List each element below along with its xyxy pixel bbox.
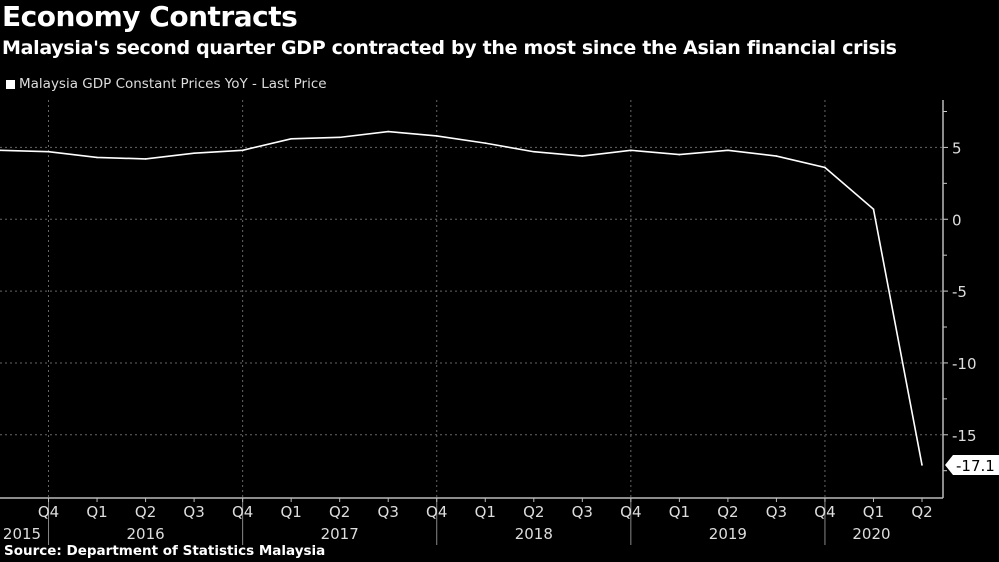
year-label: 2019 bbox=[709, 525, 747, 543]
y-tick-label: -10 bbox=[952, 355, 977, 373]
y-tick-label: -5 bbox=[952, 283, 967, 301]
year-label: 2015 bbox=[3, 525, 41, 543]
last-value-marker bbox=[945, 454, 999, 475]
x-tick-label: Q1 bbox=[863, 503, 884, 521]
x-tick-label: Q4 bbox=[814, 503, 835, 521]
legend-label: Malaysia GDP Constant Prices YoY - Last … bbox=[19, 76, 327, 92]
data-point bbox=[872, 208, 875, 210]
x-tick-label: Q2 bbox=[135, 503, 156, 521]
chart-title: Economy Contracts bbox=[2, 0, 298, 33]
data-point bbox=[96, 156, 98, 159]
y-tick-label: -15 bbox=[952, 427, 977, 445]
x-tick-label: Q3 bbox=[766, 503, 787, 521]
year-label: 2017 bbox=[321, 525, 359, 543]
data-point bbox=[775, 155, 778, 157]
data-point bbox=[193, 152, 195, 154]
data-point bbox=[484, 142, 487, 144]
x-tick-label: Q2 bbox=[717, 503, 738, 521]
data-point bbox=[581, 155, 584, 157]
x-tick-label: Q4 bbox=[620, 503, 641, 521]
data-point bbox=[47, 150, 50, 153]
data-point bbox=[0, 149, 1, 152]
data-point bbox=[144, 158, 147, 160]
y-tick-label: 5 bbox=[952, 139, 962, 157]
data-point bbox=[727, 149, 729, 152]
x-tick-label: Q2 bbox=[911, 503, 932, 521]
x-tick-label: Q1 bbox=[669, 503, 690, 521]
x-tick-label: Q3 bbox=[183, 503, 204, 521]
data-point bbox=[241, 149, 244, 152]
x-tick-label: Q4 bbox=[38, 503, 59, 521]
data-point bbox=[824, 166, 826, 169]
x-tick-label: Q1 bbox=[86, 503, 107, 521]
last-value-label: -17.1 bbox=[956, 457, 995, 475]
year-label: 2018 bbox=[515, 525, 553, 543]
series-line bbox=[0, 130, 923, 466]
legend-swatch bbox=[6, 79, 15, 89]
data-point bbox=[338, 136, 341, 139]
x-tick-label: Q1 bbox=[475, 503, 496, 521]
x-tick-label: Q1 bbox=[280, 503, 301, 521]
source-note: Source: Department of Statistics Malaysi… bbox=[4, 543, 326, 559]
y-tick-label: 0 bbox=[952, 211, 962, 229]
x-tick-label: Q3 bbox=[378, 503, 399, 521]
data-point bbox=[387, 130, 390, 133]
year-label: 2016 bbox=[126, 525, 164, 543]
data-point bbox=[921, 464, 923, 466]
data-point bbox=[678, 153, 681, 156]
legend: Malaysia GDP Constant Prices YoY - Last … bbox=[6, 76, 327, 92]
x-tick-label: Q2 bbox=[329, 503, 350, 521]
data-point bbox=[630, 149, 632, 152]
x-tick-label: Q3 bbox=[572, 503, 593, 521]
x-tick-label: Q4 bbox=[232, 503, 253, 521]
data-point bbox=[290, 137, 292, 140]
x-tick-label: Q4 bbox=[426, 503, 447, 521]
x-tick-label: Q2 bbox=[523, 503, 544, 521]
data-point bbox=[435, 135, 438, 137]
year-label: 2020 bbox=[852, 525, 890, 543]
data-point bbox=[532, 150, 535, 153]
chart-subtitle: Malaysia's second quarter GDP contracted… bbox=[2, 37, 897, 59]
